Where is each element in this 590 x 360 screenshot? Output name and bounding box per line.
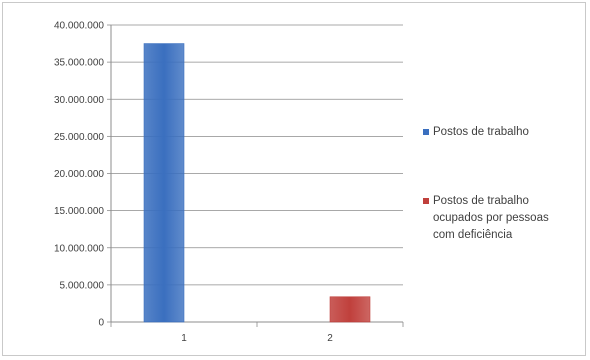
y-tick-label: 15.000.000 bbox=[54, 206, 104, 217]
bar bbox=[143, 43, 185, 323]
y-tick-label: 10.000.000 bbox=[54, 243, 104, 254]
bars bbox=[143, 43, 371, 323]
legend: Postos de trabalho Postos de trabalho ocup… bbox=[423, 126, 549, 241]
y-tick-label: 30.000.000 bbox=[54, 95, 104, 106]
y-tick-labels: 0 5.000.000 10.000.000 15.000.000 20.000.000… bbox=[54, 21, 105, 329]
x-tick-label: 2 bbox=[327, 333, 333, 344]
legend-label: ocupados por pessoas bbox=[433, 212, 549, 224]
legend-swatch bbox=[423, 198, 429, 204]
y-tick-label: 0 bbox=[98, 318, 104, 329]
legend-label: Postos de trabalho bbox=[433, 195, 529, 207]
x-tick-label: 1 bbox=[181, 333, 187, 344]
legend-label: Postos de trabalho bbox=[433, 126, 529, 138]
bar-chart: 0 5.000.000 10.000.000 15.000.000 20.000.000… bbox=[54, 21, 549, 345]
bar bbox=[329, 296, 371, 323]
y-tick-label: 25.000.000 bbox=[54, 132, 104, 143]
y-tick-label: 40.000.000 bbox=[54, 21, 104, 32]
y-tick-label: 5.000.000 bbox=[60, 280, 105, 291]
legend-label: com deficiência bbox=[433, 229, 513, 241]
chart-frame: 0 5.000.000 10.000.000 15.000.000 20.000.000… bbox=[2, 2, 586, 356]
y-tick-label: 35.000.000 bbox=[54, 58, 104, 69]
legend-swatch bbox=[423, 129, 429, 135]
y-tick-label: 20.000.000 bbox=[54, 169, 104, 180]
